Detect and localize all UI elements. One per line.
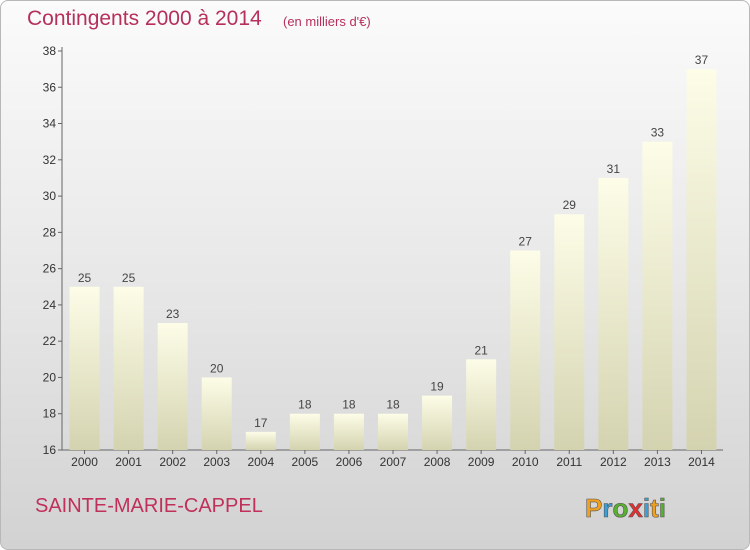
y-tick-label: 28	[43, 225, 57, 239]
bar-value-label: 20	[210, 361, 224, 375]
x-tick-label: 2012	[600, 455, 627, 469]
bar-value-label: 25	[122, 271, 136, 285]
x-tick-label: 2001	[115, 455, 142, 469]
y-tick-label: 20	[43, 370, 57, 384]
bar	[289, 413, 320, 450]
y-tick-label: 34	[43, 117, 57, 131]
bar	[466, 359, 497, 450]
bar	[378, 413, 408, 450]
proxiti-logo: Proxiti	[585, 493, 667, 524]
y-tick-label: 16	[43, 443, 57, 457]
bar-value-label: 18	[386, 398, 400, 412]
x-tick-label: 2000	[71, 455, 98, 469]
logo-letter: t	[650, 493, 659, 523]
y-tick-label: 38	[43, 44, 57, 58]
x-tick-label: 2011	[556, 455, 582, 469]
logo-letter: o	[612, 493, 628, 523]
x-tick-label: 2004	[247, 455, 274, 469]
bar-value-label: 31	[607, 162, 621, 176]
bar	[245, 431, 276, 450]
x-tick-label: 2002	[159, 455, 186, 469]
x-tick-label: 2006	[336, 455, 363, 469]
x-tick-label: 2007	[380, 455, 407, 469]
bar-value-label: 33	[651, 126, 665, 140]
bar-value-label: 25	[78, 271, 92, 285]
bar	[598, 177, 629, 451]
y-tick-label: 26	[43, 262, 57, 276]
logo-letter: i	[659, 493, 666, 523]
bar	[422, 395, 453, 450]
bar	[510, 250, 541, 450]
x-tick-label: 2013	[644, 455, 671, 469]
bar-value-label: 27	[519, 235, 533, 249]
bar-value-label: 18	[298, 398, 312, 412]
bar	[113, 286, 144, 450]
bar-value-label: 37	[695, 53, 709, 67]
bar-value-label: 17	[254, 416, 268, 430]
y-tick-label: 36	[43, 80, 57, 94]
y-tick-label: 22	[43, 334, 57, 348]
x-tick-label: 2009	[468, 455, 495, 469]
bar-value-label: 18	[342, 398, 356, 412]
logo-letter: P	[585, 493, 602, 523]
x-tick-label: 2005	[292, 455, 319, 469]
bar-value-label: 29	[563, 198, 577, 212]
bar	[642, 141, 673, 450]
bar	[157, 323, 188, 450]
bar-value-label: 23	[166, 307, 180, 321]
x-tick-label: 2010	[512, 455, 539, 469]
logo-letter: i	[643, 493, 650, 523]
bar	[554, 214, 585, 450]
chart-bars	[69, 69, 717, 451]
y-tick-label: 24	[43, 298, 57, 312]
y-tick-label: 18	[43, 407, 57, 421]
chart-title: Contingents 2000 à 2014	[27, 7, 262, 30]
commune-name: SAINTE-MARIE-CAPPEL	[35, 495, 263, 517]
logo-letter: x	[628, 493, 643, 523]
x-tick-label: 2003	[203, 455, 230, 469]
logo-letter: r	[602, 493, 612, 523]
bar	[686, 69, 717, 451]
chart-subtitle: (en milliers d'€)	[283, 14, 371, 29]
bar	[69, 286, 100, 450]
bar-value-label: 21	[474, 343, 488, 357]
y-tick-label: 30	[43, 189, 57, 203]
bar	[333, 413, 364, 450]
y-tick-label: 32	[43, 153, 57, 167]
x-tick-label: 2014	[688, 455, 715, 469]
bar-value-label: 19	[430, 380, 444, 394]
chart-labels: 25 2000 25 2001 23 2002 20 2003 17 2004 18 2005 18 20…	[71, 53, 715, 469]
proxiti-logo-text: Proxiti	[585, 493, 666, 523]
x-tick-label: 2008	[424, 455, 451, 469]
bar	[201, 377, 232, 450]
